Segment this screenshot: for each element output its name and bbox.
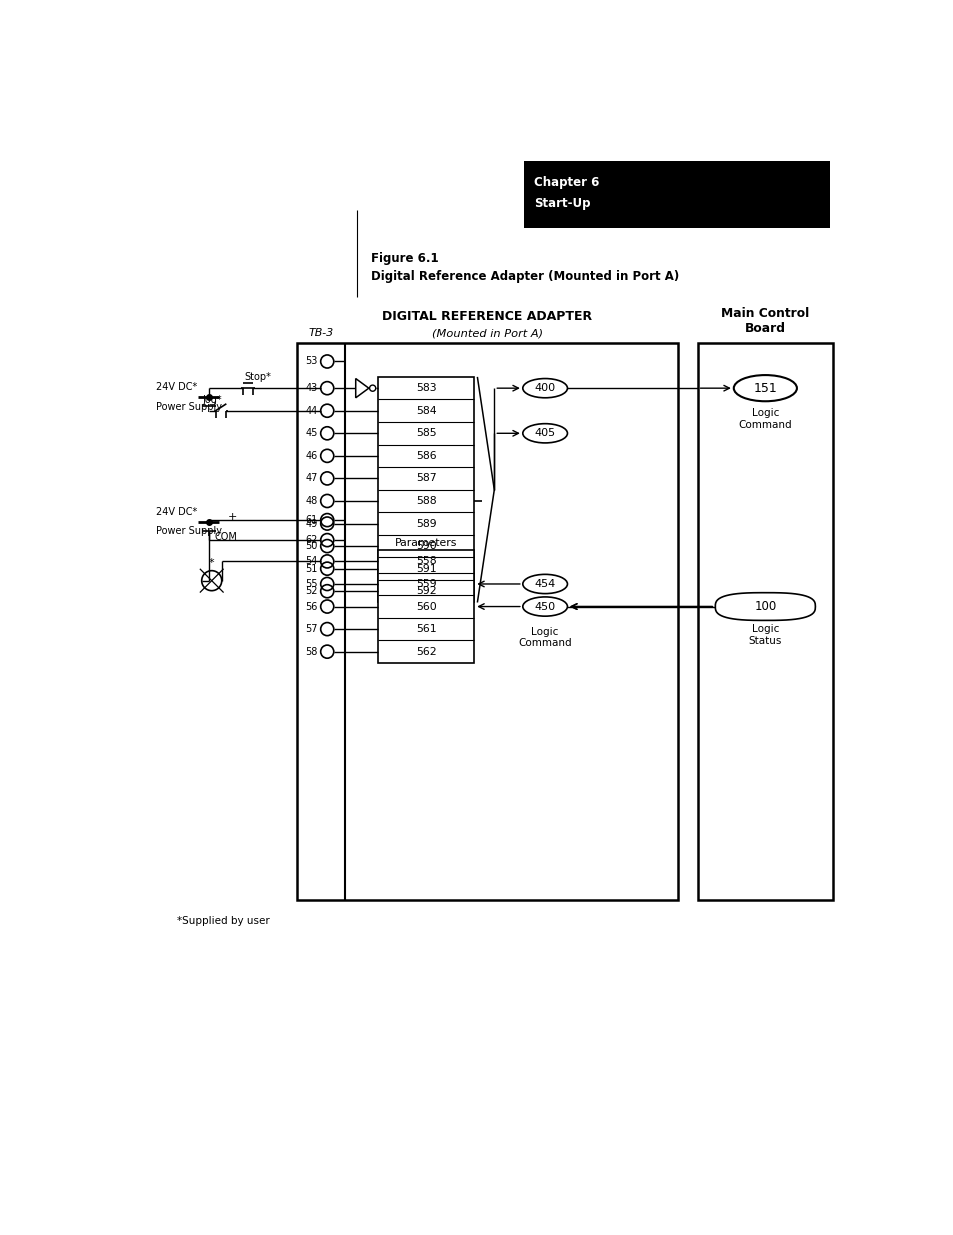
Text: 450: 450 [534,601,555,611]
Text: 405: 405 [534,429,555,438]
Text: 24V DC*: 24V DC* [155,508,196,517]
Bar [697,343,832,900]
Text: 588: 588 [416,496,436,506]
Text: 55: 55 [305,579,317,589]
Text: 56: 56 [305,601,317,611]
Text: TB-3: TB-3 [308,329,334,338]
Text: Main Control
Board: Main Control Board [720,308,809,336]
Text: 562: 562 [416,647,436,657]
Text: Jog*: Jog* [202,394,222,405]
Text: Power Supply: Power Supply [155,401,221,411]
Text: 54: 54 [305,557,317,567]
Text: 52: 52 [305,587,317,597]
Text: 62: 62 [305,535,317,545]
Text: 49: 49 [305,519,317,529]
Text: 57: 57 [305,624,317,634]
Text: 46: 46 [305,451,317,461]
Text: 589: 589 [416,519,436,529]
Text: 583: 583 [416,383,436,393]
Text: 51: 51 [305,563,317,574]
Text: (Mounted in Port A): (Mounted in Port A) [432,329,542,338]
Text: 50: 50 [305,541,317,551]
Text: 43: 43 [305,383,317,393]
Text: 454: 454 [534,579,556,589]
Text: COM: COM [214,532,237,542]
Text: *: * [209,557,214,568]
Text: 45: 45 [305,429,317,438]
Bar [523,161,829,227]
Text: 61: 61 [305,515,317,525]
Text: 24V DC*: 24V DC* [155,383,196,393]
Text: 590: 590 [416,541,436,551]
Text: 592: 592 [416,587,436,597]
Text: 561: 561 [416,624,436,634]
Text: Chapter 6: Chapter 6 [534,175,599,189]
Bar [377,550,474,663]
Text: 585: 585 [416,429,436,438]
Text: Logic
Command: Logic Command [738,409,791,430]
Bar [377,377,474,603]
Text: 47: 47 [305,473,317,483]
Text: 559: 559 [416,579,436,589]
Text: 560: 560 [416,601,436,611]
Text: Logic
Command: Logic Command [517,626,572,648]
Text: Stop*: Stop* [245,372,272,382]
Text: 586: 586 [416,451,436,461]
Text: 558: 558 [416,557,436,567]
Text: Logic
Status: Logic Status [748,624,781,646]
Text: *Supplied by user: *Supplied by user [177,915,270,925]
Text: Power Supply: Power Supply [155,526,221,536]
Text: 53: 53 [305,357,317,367]
Text: 48: 48 [305,496,317,506]
Text: +: + [228,513,237,522]
Text: Parameters: Parameters [395,538,456,548]
Text: 58: 58 [305,647,317,657]
Text: 100: 100 [754,600,776,613]
Text: 44: 44 [305,406,317,416]
Text: 587: 587 [416,473,436,483]
Text: Start-Up: Start-Up [534,196,590,210]
Bar [297,343,677,900]
Text: Figure 6.1: Figure 6.1 [371,252,438,264]
Text: 591: 591 [416,563,436,574]
Text: 400: 400 [534,383,555,393]
Text: 584: 584 [416,406,436,416]
Text: DIGITAL REFERENCE ADAPTER: DIGITAL REFERENCE ADAPTER [382,310,592,324]
Text: Digital Reference Adapter (Mounted in Port A): Digital Reference Adapter (Mounted in Po… [371,270,679,283]
Text: 151: 151 [753,382,777,395]
